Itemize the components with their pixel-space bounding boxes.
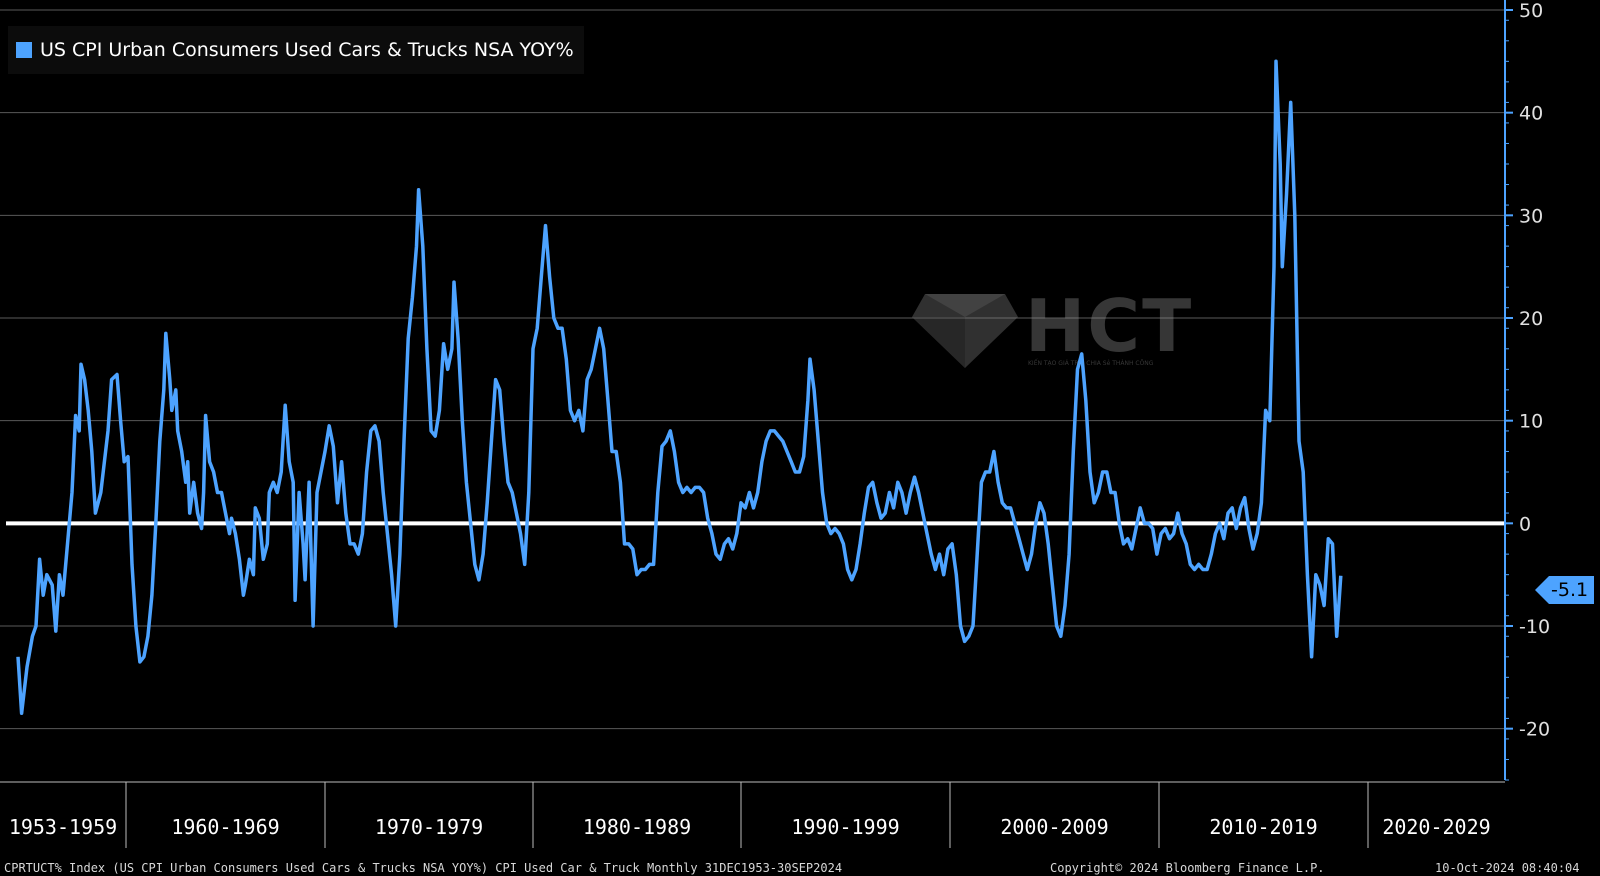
legend: US CPI Urban Consumers Used Cars & Truck… xyxy=(8,26,584,74)
x-tick-label: 1953-1959 xyxy=(9,815,117,839)
y-tick-label: -10 xyxy=(1519,616,1550,638)
x-tick-label: 1990-1999 xyxy=(791,815,899,839)
y-tick-label: 30 xyxy=(1519,205,1543,227)
y-tick-label: 10 xyxy=(1519,411,1543,433)
gridlines xyxy=(0,9,1505,730)
footer-copyright: Copyright© 2024 Bloomberg Finance L.P. xyxy=(1050,861,1325,875)
footer-timestamp: 10-Oct-2024 08:40:04 xyxy=(1435,861,1580,875)
x-tick-label: 1980-1989 xyxy=(583,815,691,839)
y-axis: 50 40 30 20 10 0 -10 -20 xyxy=(1504,0,1550,781)
last-value-label: -5.1 xyxy=(1549,576,1595,604)
last-value-arrow-icon xyxy=(1535,576,1549,604)
y-tick-label: 40 xyxy=(1519,103,1543,125)
y-tick-label: 0 xyxy=(1519,513,1531,535)
series-line xyxy=(16,59,1343,716)
y-tick-label: 50 xyxy=(1519,0,1543,22)
x-tick-label: 2000-2009 xyxy=(1000,815,1108,839)
footer-index-description: CPRTUCT% Index (US CPI Urban Consumers U… xyxy=(4,861,843,875)
series-line-group xyxy=(16,59,1343,716)
x-tick-label: 1960-1969 xyxy=(171,815,279,839)
legend-label: US CPI Urban Consumers Used Cars & Truck… xyxy=(40,39,574,61)
y-tick-label: -20 xyxy=(1519,719,1550,741)
last-value-tag: -5.1 xyxy=(1535,576,1595,604)
x-axis: 1953-1959 1960-1969 1970-1979 1980-1989 1990… xyxy=(0,781,1505,848)
x-tick-label: 1970-1979 xyxy=(375,815,483,839)
legend-swatch xyxy=(16,42,32,58)
x-tick-label: 2010-2019 xyxy=(1209,815,1317,839)
y-tick-label: 20 xyxy=(1519,308,1543,330)
x-tick-label: 2020-2029 xyxy=(1382,815,1490,839)
